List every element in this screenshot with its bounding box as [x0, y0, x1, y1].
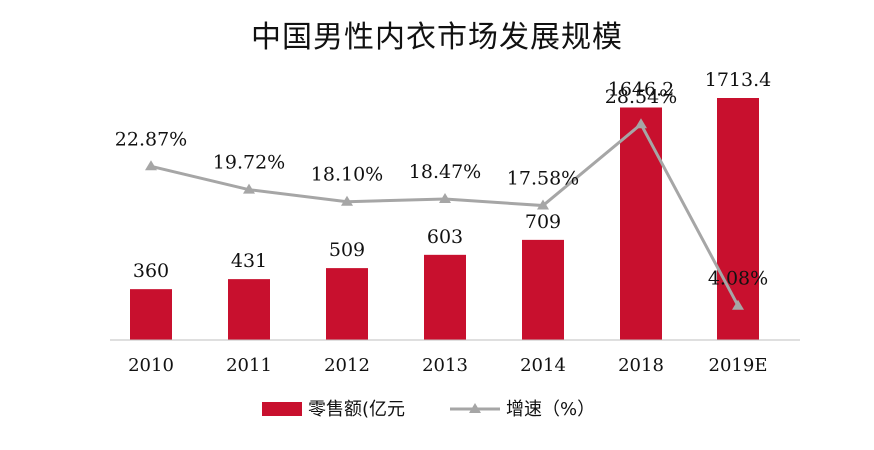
- growth-marker-2011: [243, 183, 255, 194]
- legend-bar-swatch: [262, 402, 302, 416]
- bar-value-label: 1713.4: [705, 69, 771, 91]
- x-tick-label: 2010: [128, 355, 174, 376]
- bar-2012: [326, 268, 368, 340]
- bar-value-label: 360: [133, 260, 169, 282]
- growth-marker-2012: [341, 195, 353, 206]
- bar-value-label: 603: [427, 226, 463, 248]
- bar-2010: [130, 289, 172, 340]
- bar-series: [130, 98, 759, 340]
- chart-title: 中国男性内衣市场发展规模: [251, 20, 623, 55]
- growth-marker-2010: [145, 160, 157, 171]
- x-tick-label: 2014: [520, 355, 566, 376]
- x-tick-label: 2018: [618, 355, 664, 376]
- x-tick-label: 2012: [324, 355, 370, 376]
- growth-marker-2018: [635, 118, 647, 129]
- bar-value-label: 509: [329, 239, 365, 261]
- growth-marker-2014: [537, 199, 549, 210]
- bar-2018: [620, 107, 662, 340]
- bar-value-label: 1646.2: [608, 78, 674, 100]
- bar-2013: [424, 254, 466, 340]
- growth-marker-2013: [439, 192, 451, 203]
- growth-value-label: 17.58%: [507, 168, 579, 190]
- growth-marker-2019E: [732, 299, 744, 310]
- bar-value-label: 431: [231, 250, 267, 272]
- bar-2011: [228, 279, 270, 340]
- growth-value-label: 18.10%: [311, 164, 383, 186]
- growth-value-label: 28.54%: [605, 86, 677, 108]
- x-tick-labels: 2010 2011 2012 2013 2014 2018 2019E: [128, 355, 767, 376]
- legend-bar-label: 零售额(亿元: [308, 399, 405, 420]
- growth-value-label: 19.72%: [213, 152, 285, 174]
- growth-value-label: 22.87%: [115, 128, 187, 150]
- x-tick-label: 2011: [226, 355, 272, 376]
- legend-line-label: 增速（%）: [506, 399, 595, 420]
- data-labels: 360 431 509 603 709 1646.2 1713.4 22.87% 19.72% 1…: [115, 69, 771, 290]
- growth-value-label: 4.08%: [708, 268, 768, 290]
- bar-value-label: 709: [525, 211, 561, 233]
- bar-2019E: [717, 98, 759, 340]
- x-tick-label: 2019E: [709, 355, 768, 376]
- line-series: [145, 118, 744, 310]
- bar-2014: [522, 239, 564, 340]
- growth-value-label: 18.47%: [409, 161, 481, 183]
- legend-triangle-marker: [469, 403, 481, 413]
- x-tick-label: 2013: [422, 355, 468, 376]
- legend: 零售额(亿元 增速（%）: [262, 399, 595, 420]
